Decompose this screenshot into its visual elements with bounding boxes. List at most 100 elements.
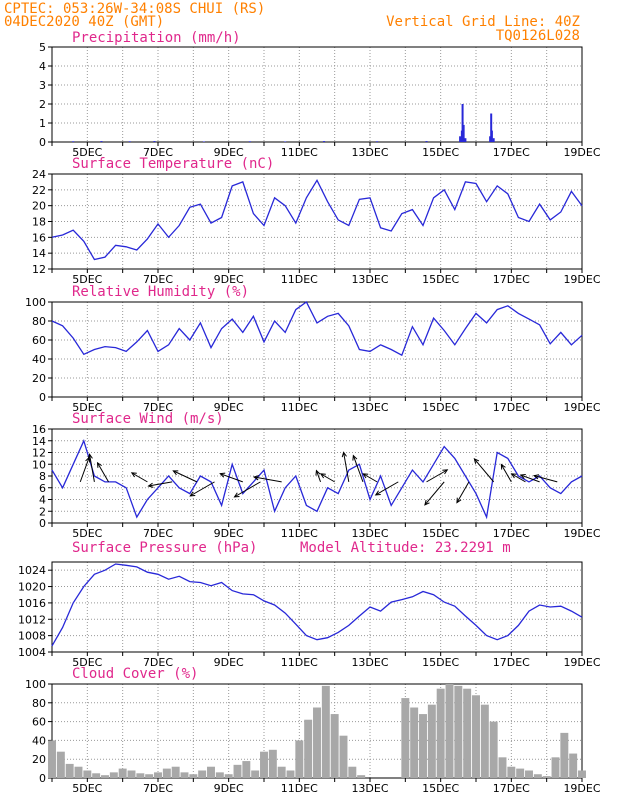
wind-arrow (456, 481, 470, 503)
x-tick-label: 5DEC (72, 146, 102, 159)
cloud-bar (489, 721, 498, 778)
cloud-bar (339, 735, 348, 778)
cloud-bar (436, 688, 445, 778)
wind-arrow-head (519, 474, 526, 479)
precip-bar (462, 124, 465, 142)
cloud-bar (154, 772, 162, 778)
cloud-bar (507, 766, 516, 778)
x-tick-label: 5DEC (72, 656, 102, 669)
y-tick-label: 80 (32, 697, 46, 710)
wind-arrow (315, 470, 322, 483)
cloud-bar (162, 768, 171, 778)
precip-bar (128, 141, 131, 142)
cloud-bar (560, 732, 569, 778)
cloud-bar (215, 772, 224, 778)
cloud-bar (65, 763, 74, 778)
x-tick-label: 15DEC (422, 656, 459, 669)
cloud-bar (525, 770, 533, 778)
wind-arrow (362, 473, 378, 483)
x-tick-label: 19DEC (563, 273, 600, 286)
y-tick-label: 1016 (18, 597, 46, 610)
precip-bar (153, 141, 156, 142)
series-line (51, 178, 583, 261)
wind-arrow (220, 473, 243, 483)
x-tick-label: 13DEC (351, 401, 388, 414)
run-date: 04DEC2020 40Z (GMT) (4, 14, 164, 30)
x-tick-label: 5DEC (72, 782, 102, 795)
x-tick-label: 19DEC (563, 656, 600, 669)
cloud-bar (472, 695, 480, 778)
x-tick-label: 15DEC (422, 782, 459, 795)
precip-bar (72, 141, 75, 142)
x-tick-label: 9DEC (214, 146, 244, 159)
wind-arrow (89, 454, 95, 482)
panel-title: Precipitation (mm/h) (72, 30, 241, 46)
wind-arrow (79, 457, 90, 483)
y-tick-label: 20 (32, 753, 46, 766)
panel-5: Surface Pressure (hPa) Model Altitude: 23… (18, 540, 601, 669)
y-tick-label: 12 (32, 263, 46, 276)
y-tick-label: 14 (32, 247, 46, 260)
wind-arrow-head (532, 474, 540, 480)
wind-arrow-head (374, 490, 381, 496)
cloud-bar (321, 685, 330, 778)
y-tick-label: 0 (39, 136, 46, 149)
cloud-bar (109, 772, 118, 778)
wind-arrow-head (424, 499, 430, 506)
cloud-bar (445, 684, 454, 778)
y-tick-label: 0 (39, 391, 46, 404)
wind-arrow (533, 475, 558, 483)
cloud-bar (454, 685, 463, 778)
x-tick-label: 19DEC (563, 401, 600, 414)
cloud-bar (74, 766, 83, 778)
cloud-bar (127, 770, 136, 778)
cloud-bar (224, 774, 233, 778)
y-tick-label: 1 (39, 117, 46, 130)
cloud-bar (427, 704, 436, 778)
y-tick-label: 6 (39, 482, 46, 495)
wind-arrow-head (172, 470, 179, 476)
precip-bar (461, 104, 464, 142)
wind-arrow (234, 481, 261, 498)
cloud-bar (313, 707, 321, 778)
wind-arrow-head (442, 469, 449, 475)
wind-arrow-head (252, 475, 260, 481)
cloud-bar (118, 768, 127, 778)
cloud-bar (498, 757, 507, 778)
plot-frame (51, 561, 583, 653)
wind-arrow-head (341, 451, 347, 458)
x-tick-label: 5DEC (72, 527, 102, 540)
x-tick-label: 15DEC (422, 273, 459, 286)
y-tick-label: 40 (32, 734, 46, 747)
y-tick-label: 1024 (18, 564, 46, 577)
x-tick-label: 11DEC (281, 782, 318, 795)
wind-arrow-head (219, 472, 226, 478)
x-tick-label: 17DEC (493, 273, 530, 286)
x-tick-label: 7DEC (143, 656, 173, 669)
cloud-bar (542, 776, 551, 778)
precip-bar (489, 136, 492, 142)
wind-arrow (352, 455, 364, 483)
wind-arrow (511, 473, 526, 483)
wind-arrow (474, 458, 495, 483)
x-tick-label: 5DEC (72, 273, 102, 286)
cloud-bar (277, 766, 286, 778)
cloud-bar (207, 766, 215, 778)
y-tick-label: 14 (32, 435, 46, 448)
cloud-bar (48, 740, 56, 778)
panel-title: Cloud Cover (%) (72, 666, 198, 682)
cloud-bar (419, 714, 427, 778)
x-tick-label: 7DEC (143, 146, 173, 159)
wind-arrow-head (473, 458, 480, 464)
precip-bar (323, 141, 326, 142)
panel-title: Relative Humidity (%) (72, 284, 249, 300)
cloud-bar (286, 770, 295, 778)
y-tick-label: 16 (32, 423, 46, 436)
panel-title: Surface Temperature (nC) (72, 156, 274, 172)
y-tick-label: 20 (32, 200, 46, 213)
y-tick-label: 20 (32, 372, 46, 385)
cloud-bar (268, 749, 277, 778)
y-tick-label: 1020 (18, 581, 46, 594)
x-tick-label: 15DEC (422, 146, 459, 159)
x-tick-label: 9DEC (214, 782, 244, 795)
